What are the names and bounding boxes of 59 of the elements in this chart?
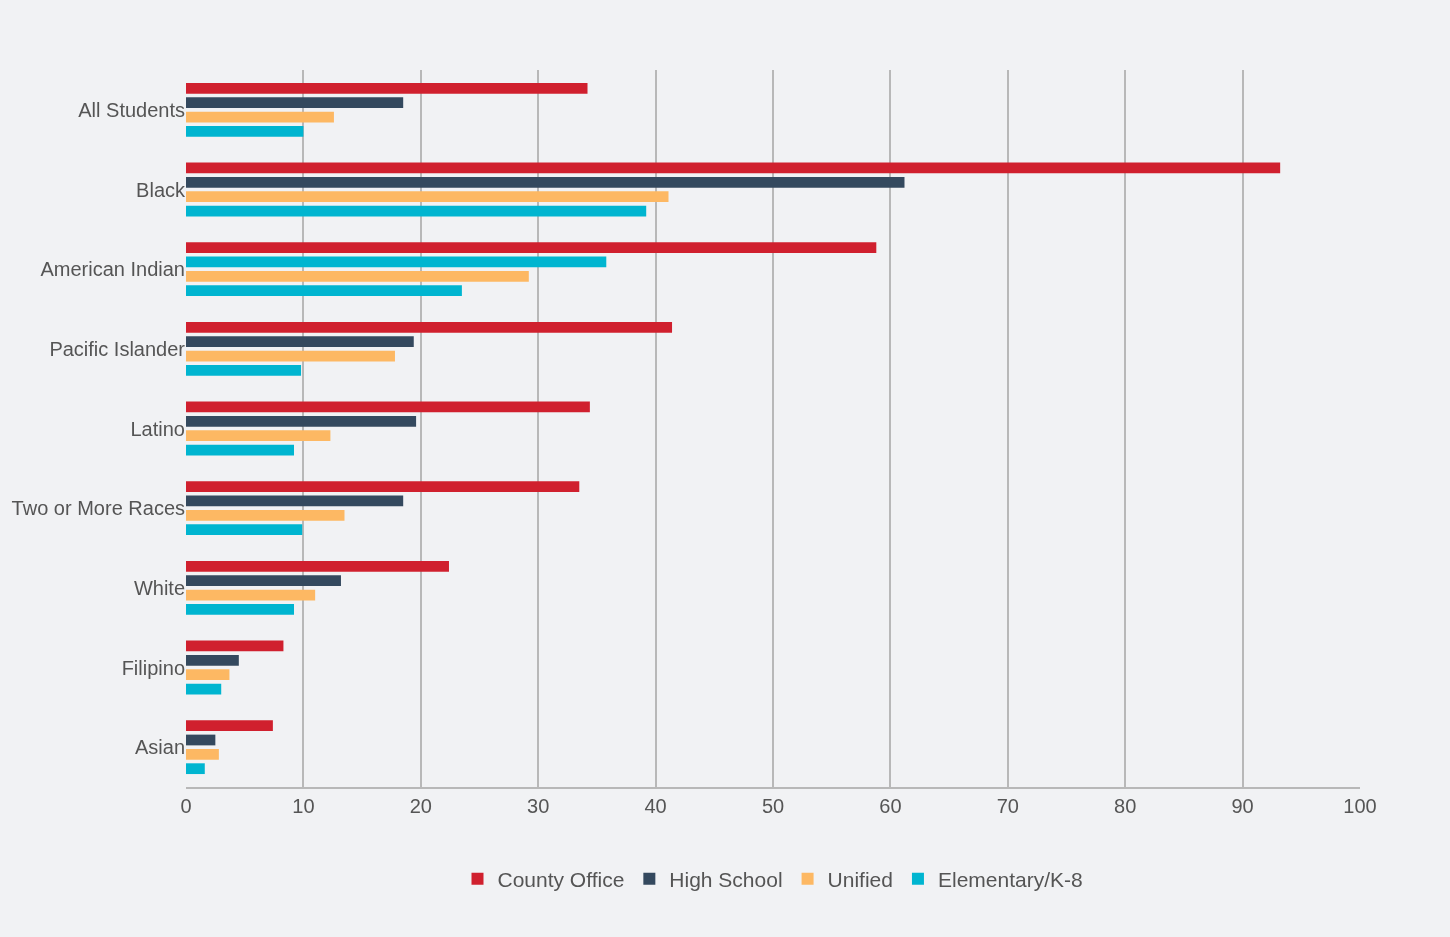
y-tick-label: Asian [134,736,185,759]
bar [186,603,295,615]
x-tick-label: 30 [527,794,550,817]
x-tick-label: 0 [180,794,192,817]
bar [186,176,905,188]
bar [186,401,590,413]
bar [186,734,216,746]
bar [186,720,273,732]
y-tick-label: All Students [78,98,185,121]
x-tick-label: 60 [879,794,902,817]
y-tick-label: Two or More Races [11,497,185,520]
x-tick-label: 50 [761,794,785,817]
x-tick-label: 80 [1114,794,1137,817]
legend-label: County Office [497,868,625,892]
bar [186,97,404,109]
bar [186,524,303,536]
bar [186,748,219,760]
x-tick-label: 70 [996,794,1019,817]
bar [186,364,302,376]
bar [186,430,331,442]
x-tick-label: 40 [644,794,667,817]
bar [186,191,669,203]
y-tick-label: Latino [130,417,185,440]
bar [186,654,239,666]
legend-label: Unified [827,868,893,892]
legend-label: High School [669,868,783,892]
bar [186,640,284,652]
bar [186,350,395,362]
x-tick-label: 100 [1343,794,1377,817]
bar [186,285,462,297]
bar [186,589,316,601]
bar [186,242,877,254]
legend-label: Elementary/K-8 [937,868,1083,892]
bar [186,205,647,217]
bar [186,683,222,695]
bar [186,560,449,572]
bar [186,415,417,427]
y-tick-label: Black [136,178,186,201]
bar [186,444,295,456]
x-tick-label: 10 [292,794,315,817]
bar [186,82,588,94]
y-tick-label: American Indian [40,258,185,281]
bar [186,495,404,507]
bar [186,575,341,587]
bar [186,509,345,521]
y-tick-label: White [133,576,185,599]
bar [186,481,580,493]
bar [186,321,673,333]
bar [186,125,304,137]
x-tick-label: 20 [409,794,432,817]
bar [186,669,230,681]
bar [186,763,205,775]
bar [186,336,414,348]
bar [186,162,1281,174]
y-tick-label: Pacific Islander [49,337,186,360]
bar [186,111,334,123]
bar [186,270,529,282]
y-tick-label: Filipino [121,656,185,679]
x-tick-label: 90 [1231,794,1254,817]
